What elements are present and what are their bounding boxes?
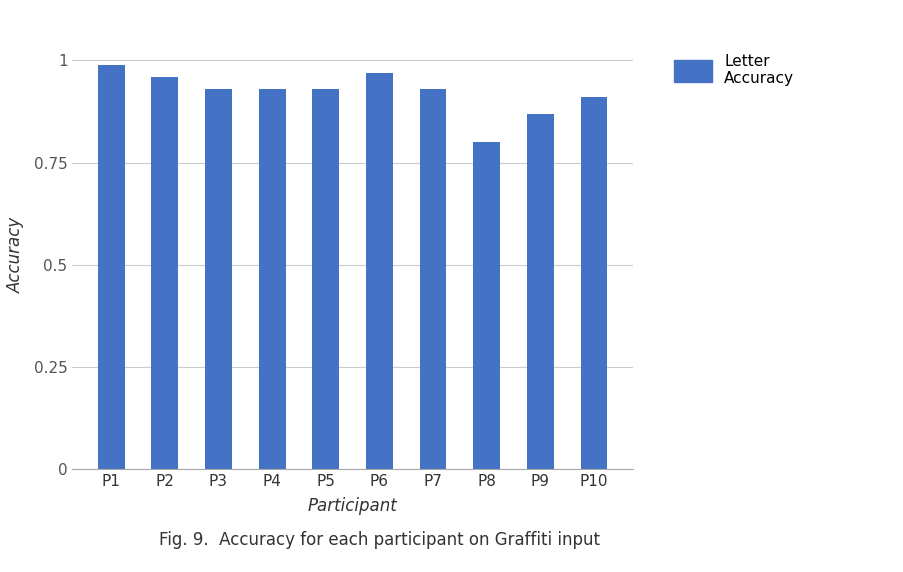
Bar [580, 97, 607, 469]
Bar [366, 73, 392, 469]
Bar [419, 89, 446, 469]
Bar [205, 89, 232, 469]
Bar [312, 89, 339, 469]
Bar [152, 77, 178, 469]
Text: Fig. 9.  Accuracy for each participant on Graffiti input: Fig. 9. Accuracy for each participant on… [159, 531, 600, 549]
Legend: Letter
Accuracy: Letter Accuracy [666, 47, 799, 92]
Y-axis label: Accuracy: Accuracy [7, 216, 25, 293]
X-axis label: Participant: Participant [307, 497, 397, 515]
Bar [472, 142, 499, 469]
Bar [526, 114, 553, 469]
Bar [258, 89, 285, 469]
Bar [98, 65, 125, 469]
